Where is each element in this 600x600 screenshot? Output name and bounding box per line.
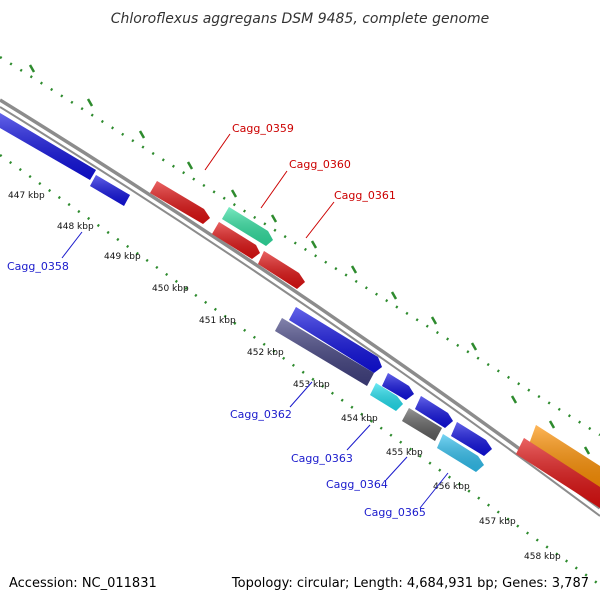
kbp-label: 447 kbp	[8, 191, 45, 201]
kbp-label: 453 kbp	[293, 380, 330, 390]
gene-label-cagg-0361[interactable]: Cagg_0361	[334, 189, 396, 202]
gene-label-cagg-0363[interactable]: Cagg_0363	[291, 452, 353, 465]
kbp-label: 449 kbp	[104, 252, 141, 262]
gene-label-cagg-0364[interactable]: Cagg_0364	[326, 478, 388, 491]
gene-label-cagg-0359[interactable]: Cagg_0359	[232, 122, 294, 135]
gene-features	[0, 113, 600, 508]
accession-label: Accession: NC_011831	[9, 576, 157, 591]
kbp-label: 451 kbp	[199, 316, 236, 326]
kbp-label: 452 kbp	[247, 348, 284, 358]
outer-tick-marks	[28, 64, 591, 455]
gene-label-cagg-0362[interactable]: Cagg_0362	[230, 408, 292, 421]
kbp-label: 457 kbp	[479, 517, 516, 527]
genome-backbone-outer	[0, 98, 600, 510]
kbp-label: 455 kbp	[386, 448, 423, 458]
kbp-labels: 447 kbp 448 kbp 449 kbp 450 kbp 451 kbp …	[8, 191, 561, 562]
label-leader-lines	[61, 133, 449, 509]
map-title: Chloroflexus aggregans DSM 9485, complet…	[111, 11, 490, 27]
gene-label-cagg-0365[interactable]: Cagg_0365	[364, 506, 426, 519]
genome-summary-label: Topology: circular; Length: 4,684,931 bp…	[231, 576, 589, 591]
kbp-label: 454 kbp	[341, 414, 378, 424]
genome-backbone-inner	[0, 106, 600, 517]
gene-labels: Cagg_0358 Cagg_0359 Cagg_0360 Cagg_0361 …	[7, 122, 426, 519]
gene-label-cagg-0360[interactable]: Cagg_0360	[289, 158, 351, 171]
gene-label-cagg-0358[interactable]: Cagg_0358	[7, 260, 69, 273]
outer-dotted-track	[0, 55, 600, 437]
kbp-label: 450 kbp	[152, 284, 189, 294]
kbp-label: 458 kbp	[524, 552, 561, 562]
kbp-label: 448 kbp	[57, 222, 94, 232]
kbp-label: 456 kbp	[433, 482, 470, 492]
